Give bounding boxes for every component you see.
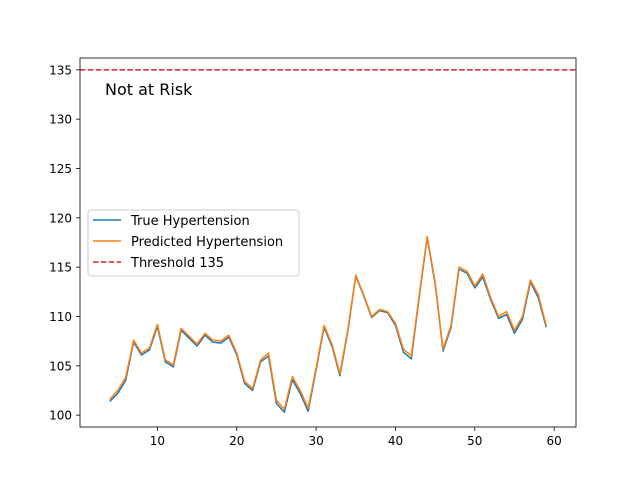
series-layer xyxy=(109,235,547,413)
x-tick-label: 60 xyxy=(547,434,562,448)
y-tick-label: 130 xyxy=(49,113,72,127)
y-tick-label: 135 xyxy=(49,63,72,77)
y-tick-label: 125 xyxy=(49,162,72,176)
y-tick-label: 100 xyxy=(49,409,72,423)
x-tick-label: 20 xyxy=(229,434,244,448)
y-axis-ticks: 100 105 110 115 120 125 130 135 xyxy=(49,63,80,423)
annotation-label: Not at Risk xyxy=(105,80,193,99)
series-line-0 xyxy=(109,236,547,413)
series-line-1 xyxy=(109,235,547,410)
axes-frame xyxy=(79,57,577,428)
x-axis-ticks: 10 20 30 40 50 60 xyxy=(150,427,562,448)
x-tick-label: 40 xyxy=(388,434,403,448)
y-tick-label: 120 xyxy=(49,211,72,225)
y-tick-label: 115 xyxy=(49,261,72,275)
x-tick-label: 50 xyxy=(467,434,482,448)
legend-label-predicted: Predicted Hypertension xyxy=(131,235,283,250)
legend-box xyxy=(87,209,300,277)
x-tick-label: 10 xyxy=(150,434,165,448)
legend: True Hypertension Predicted Hypertension… xyxy=(87,209,300,277)
x-tick-label: 30 xyxy=(308,434,323,448)
legend-label-threshold: Threshold 135 xyxy=(130,256,224,271)
y-tick-label: 105 xyxy=(49,359,72,373)
legend-label-true: True Hypertension xyxy=(130,214,250,229)
y-tick-label: 110 xyxy=(49,310,72,324)
